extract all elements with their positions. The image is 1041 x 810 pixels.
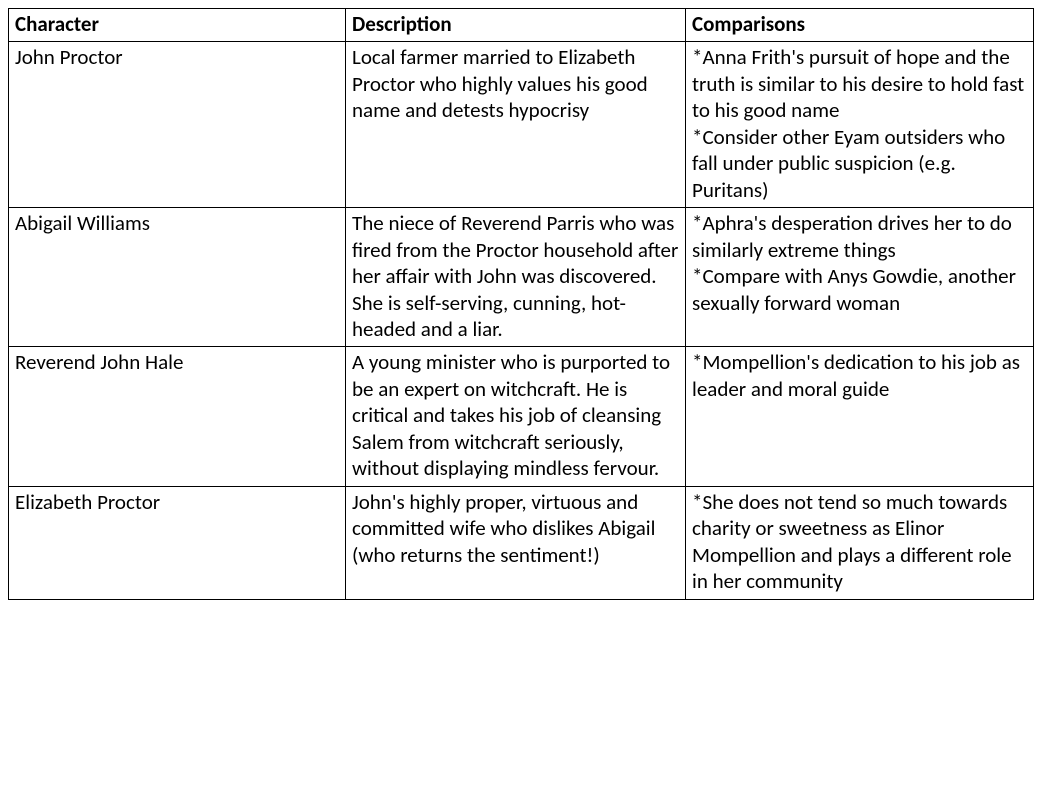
col-header-character: Character bbox=[9, 9, 346, 42]
cell-description: John's highly proper, virtuous and commi… bbox=[346, 486, 686, 599]
col-header-comparisons: Comparisons bbox=[686, 9, 1034, 42]
cell-comparisons: *She does not tend so much towards chari… bbox=[686, 486, 1034, 599]
cell-comparisons: *Aphra's desperation drives her to do si… bbox=[686, 208, 1034, 347]
cell-character: Elizabeth Proctor bbox=[9, 486, 346, 599]
character-comparison-table: Character Description Comparisons John P… bbox=[8, 8, 1034, 600]
cell-description: Local farmer married to Elizabeth Procto… bbox=[346, 42, 686, 208]
table-header-row: Character Description Comparisons bbox=[9, 9, 1034, 42]
table-row: Elizabeth Proctor John's highly proper, … bbox=[9, 486, 1034, 599]
cell-character: Abigail Williams bbox=[9, 208, 346, 347]
cell-comparisons: *Mompellion's dedication to his job as l… bbox=[686, 347, 1034, 486]
cell-description: A young minister who is purported to be … bbox=[346, 347, 686, 486]
cell-character: John Proctor bbox=[9, 42, 346, 208]
cell-description: The niece of Reverend Parris who was fir… bbox=[346, 208, 686, 347]
cell-comparisons: *Anna Frith's pursuit of hope and the tr… bbox=[686, 42, 1034, 208]
table-row: Reverend John Hale A young minister who … bbox=[9, 347, 1034, 486]
col-header-description: Description bbox=[346, 9, 686, 42]
table-row: Abigail Williams The niece of Reverend P… bbox=[9, 208, 1034, 347]
table-row: John Proctor Local farmer married to Eli… bbox=[9, 42, 1034, 208]
cell-character: Reverend John Hale bbox=[9, 347, 346, 486]
